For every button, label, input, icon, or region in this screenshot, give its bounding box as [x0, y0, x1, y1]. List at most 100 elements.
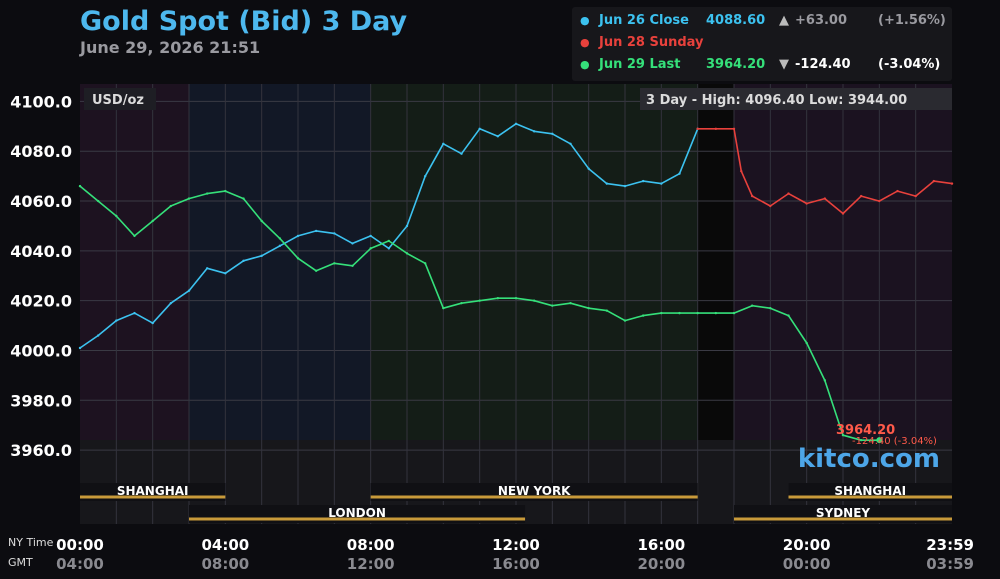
data-point-jun26	[205, 267, 209, 270]
data-point-jun28	[878, 199, 881, 203]
data-point-jun26	[169, 301, 173, 305]
data-point-jun26	[587, 167, 590, 170]
data-point-jun29	[260, 219, 263, 223]
kitco-watermark: kitco.com	[798, 444, 940, 474]
x-tick-gmt: 12:00	[347, 555, 395, 573]
up-arrow-icon: ▲	[779, 13, 789, 28]
data-point-jun26	[78, 346, 82, 350]
data-point-jun29	[296, 257, 300, 260]
data-point-jun29	[405, 252, 409, 255]
x-tick-gmt: 08:00	[201, 555, 249, 573]
data-point-jun29	[496, 296, 500, 300]
session-label: SHANGHAI	[834, 484, 906, 498]
data-point-jun26	[551, 132, 554, 136]
data-point-jun29	[678, 311, 681, 315]
data-point-jun26	[115, 319, 118, 322]
data-point-jun28	[932, 179, 936, 183]
data-point-jun29	[805, 341, 808, 345]
range-info: 3 Day - High: 4096.40 Low: 3944.00	[646, 93, 907, 108]
data-point-jun29	[841, 433, 845, 437]
data-point-jun26	[496, 135, 500, 138]
data-point-jun26	[569, 142, 572, 145]
data-point-jun29	[242, 197, 245, 200]
data-point-jun26	[660, 182, 663, 185]
data-point-jun29	[442, 306, 445, 310]
data-point-jun26	[187, 289, 191, 292]
legend-label: Jun 29 Last	[599, 57, 681, 72]
data-point-jun29	[823, 379, 827, 382]
data-point-jun29	[696, 311, 699, 315]
data-point-jun26	[405, 224, 409, 228]
legend-percent: (+1.56%)	[878, 13, 946, 28]
legend-value: 3964.20	[706, 57, 766, 72]
data-point-jun29	[333, 262, 336, 265]
x-tick-ny: 08:00	[347, 536, 395, 554]
data-point-jun26	[641, 179, 645, 183]
legend-dot-icon: ●	[580, 14, 590, 27]
data-point-jun29	[115, 214, 118, 218]
data-point-jun29	[660, 311, 663, 315]
data-point-jun29	[169, 204, 173, 208]
legend: ● Jun 26 Close 4088.60 ▲ +63.00 (+1.56%)…	[572, 7, 952, 81]
data-point-jun28	[950, 182, 954, 185]
data-point-jun28	[823, 197, 827, 200]
data-point-jun29	[750, 304, 754, 307]
data-point-jun26	[605, 182, 609, 185]
data-point-jun26	[278, 244, 282, 248]
legend-change: +63.00	[795, 13, 848, 28]
data-point-jun28	[732, 127, 736, 131]
data-point-jun26	[514, 122, 518, 126]
ny-time-label: NY Time	[8, 536, 54, 549]
data-point-jun28	[914, 194, 917, 198]
data-point-jun29	[623, 319, 627, 322]
data-point-jun29	[641, 314, 645, 317]
legend-label: Jun 26 Close	[599, 13, 689, 28]
legend-label: Jun 28 Sunday	[599, 35, 704, 50]
legend-change: -124.40	[795, 57, 851, 72]
data-point-jun29	[569, 301, 572, 305]
series-line-jun28	[697, 128, 953, 215]
data-point-jun28	[787, 192, 790, 195]
data-point-jun28	[859, 194, 863, 198]
data-point-jun26	[151, 321, 154, 325]
data-point-jun29	[460, 301, 463, 305]
last-price-marker	[876, 437, 883, 444]
unit-badge	[84, 88, 156, 110]
data-point-jun26	[351, 242, 354, 245]
data-point-jun29	[205, 192, 209, 195]
down-arrow-icon: ▼	[779, 57, 789, 72]
data-point-jun29	[605, 309, 609, 312]
data-point-jun29	[133, 234, 136, 238]
data-point-jun26	[460, 152, 463, 155]
newyork-zone	[370, 84, 698, 440]
data-point-jun28	[896, 189, 899, 193]
data-point-jun29	[78, 184, 82, 188]
data-point-jun29	[859, 438, 863, 442]
data-point-jun28	[841, 212, 845, 215]
london-zone	[189, 84, 371, 440]
data-point-jun28	[714, 127, 718, 131]
y-tick-label: 4100.0	[10, 92, 72, 111]
data-point-jun26	[296, 234, 300, 238]
data-point-jun26	[442, 142, 445, 145]
x-tick-gmt: 20:00	[637, 555, 685, 573]
legend-dot-icon: ●	[580, 58, 590, 71]
closed-zone	[697, 84, 734, 440]
shanghai-zone	[80, 84, 189, 440]
x-tick-ny: 16:00	[637, 536, 685, 554]
x-tick-gmt: 03:59	[926, 555, 974, 573]
y-tick-label: 4080.0	[10, 142, 72, 161]
gmt-label: GMT	[8, 556, 33, 569]
data-point-jun29	[587, 306, 590, 310]
data-point-jun29	[787, 314, 790, 317]
chart-title: Gold Spot (Bid) 3 Day	[80, 6, 408, 37]
chart-timestamp: June 29, 2026 21:51	[80, 38, 261, 57]
y-tick-label: 3980.0	[10, 391, 72, 410]
data-point-jun26	[423, 174, 427, 178]
legend-dot-icon: ●	[580, 36, 590, 49]
data-point-jun29	[732, 311, 736, 315]
x-tick-ny: 00:00	[56, 536, 104, 554]
data-point-jun29	[314, 269, 318, 272]
data-point-jun26	[133, 311, 136, 315]
